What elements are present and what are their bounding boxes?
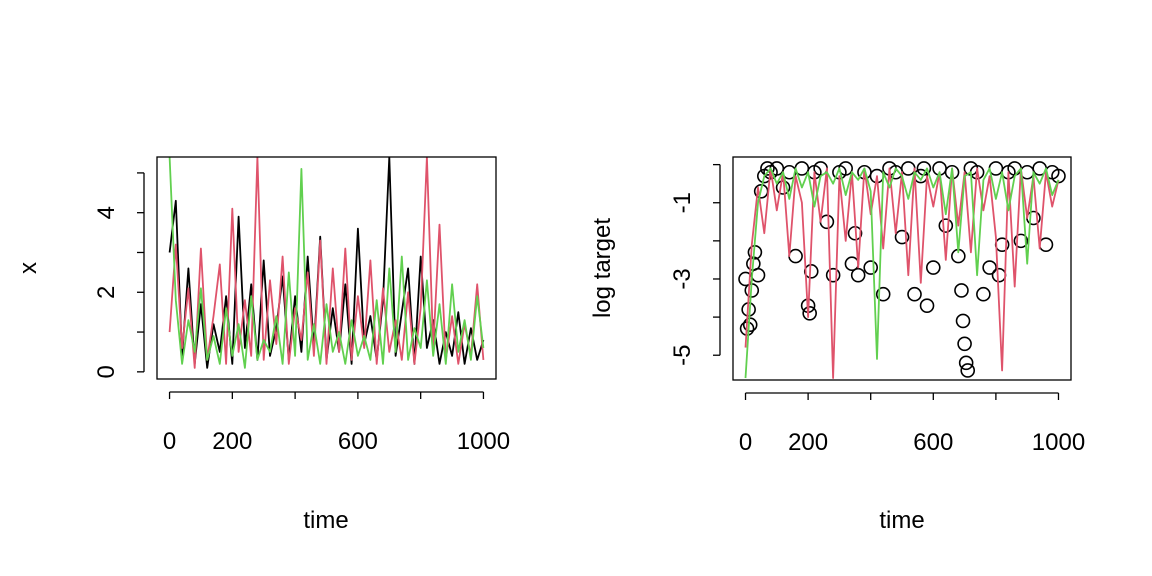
scatter-point — [894, 229, 910, 245]
y-tick-label: -5 — [669, 345, 696, 366]
scatter-point — [991, 267, 1007, 283]
series-line-chain-2 — [168, 157, 485, 369]
scatter-point — [960, 363, 976, 378]
plot-area — [168, 157, 485, 369]
scatter-point — [938, 218, 954, 233]
scatter-point — [954, 283, 969, 298]
plot-area — [738, 161, 1066, 380]
y-tick-label: 4 — [93, 206, 120, 219]
series-line-chain-3 — [168, 157, 485, 369]
x-tick-label: 1000 — [457, 428, 510, 455]
scatter-point — [907, 286, 922, 302]
x-tick-label: 600 — [913, 429, 953, 456]
x-tick-label: 600 — [338, 428, 378, 455]
scatter-point — [742, 317, 758, 333]
x-tick-label: 200 — [788, 429, 828, 456]
scatter-point — [955, 313, 971, 329]
plot-frame — [156, 156, 497, 380]
scatter-point — [1038, 237, 1054, 252]
y-tick-label: -3 — [669, 268, 696, 289]
plot-panel-1: 0 200 600 1000 0 2 4 time x — [15, 156, 510, 534]
scatter-point — [825, 267, 841, 283]
y-tick-label: 2 — [93, 286, 120, 299]
scatter-point — [875, 286, 891, 302]
y-axis-label: log target — [589, 218, 616, 318]
scatter-point — [976, 286, 991, 302]
scatter-point — [919, 298, 935, 313]
scatter-point — [850, 267, 866, 283]
scatter-point — [1013, 233, 1029, 249]
scatter-point — [925, 260, 941, 275]
x-axis-label: time — [303, 507, 348, 534]
x-tick-label: 200 — [212, 428, 252, 455]
scatter-point — [958, 355, 974, 371]
x-tick-label: 0 — [739, 429, 752, 456]
scatter-point — [802, 305, 817, 321]
series-line-chain-3 — [744, 167, 1060, 379]
scatter-point — [863, 260, 879, 275]
y-tick-label: -1 — [669, 192, 696, 213]
y-tick-label: 0 — [93, 365, 120, 378]
scatter-point — [750, 267, 766, 283]
series-line-chain-2 — [744, 167, 1060, 380]
scatter-point — [982, 260, 997, 275]
plot-panel-2: 0 200 600 1000 -1 -3 -5 time log target — [589, 156, 1085, 534]
scatter-point — [819, 214, 835, 230]
x-axis-label: time — [879, 507, 924, 534]
scatter-point — [760, 161, 775, 176]
plot-frame — [732, 156, 1072, 381]
x-tick-label: 0 — [163, 428, 176, 455]
scatter-point — [957, 336, 972, 352]
scatter-point — [900, 161, 916, 176]
scatter-point — [788, 248, 803, 264]
x-tick-label: 1000 — [1032, 429, 1085, 456]
y-axis-label: x — [15, 262, 42, 274]
